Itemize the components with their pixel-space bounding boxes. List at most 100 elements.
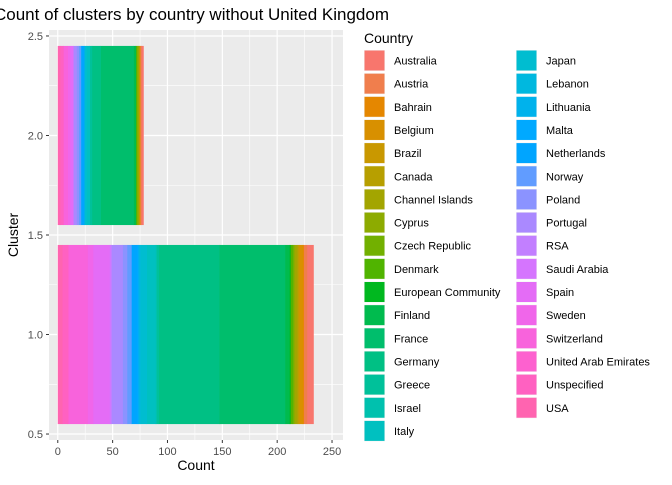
legend-label: Bahrain xyxy=(394,102,432,114)
legend-label: Finland xyxy=(394,310,430,322)
legend-item: Netherlands xyxy=(516,142,606,164)
bar-segment xyxy=(84,45,87,226)
legend-label: Sweden xyxy=(546,310,586,322)
bar-segment xyxy=(133,45,137,226)
bar-segment xyxy=(67,45,71,226)
legend-item: Finland xyxy=(364,304,430,326)
bar-segment xyxy=(80,45,85,226)
legend-label: Lebanon xyxy=(546,79,589,91)
bar-segment xyxy=(100,45,134,226)
legend-swatch xyxy=(364,189,385,210)
bar-segment xyxy=(109,244,111,425)
bar-segment xyxy=(62,244,69,425)
bar-segment xyxy=(138,45,141,226)
y-axis: 0.5 1.0 1.5 2.0 2.5 xyxy=(28,31,49,441)
legend-item: Portugal xyxy=(516,212,587,234)
legend-item: Cyprus xyxy=(364,212,429,234)
y-tick-label: 2.5 xyxy=(28,31,43,43)
bar-segment xyxy=(138,244,141,425)
bar-segment xyxy=(140,244,148,425)
legend-label: Spain xyxy=(546,287,574,299)
legend-swatch xyxy=(364,166,385,187)
bar-segment xyxy=(294,244,298,425)
legend-label: Israel xyxy=(394,403,421,415)
bar-segment xyxy=(158,244,220,425)
bar-segment xyxy=(67,244,70,425)
legend-label: Germany xyxy=(394,356,440,368)
y-tick-label: 0.5 xyxy=(28,429,43,441)
x-tick-label: 50 xyxy=(107,446,119,458)
legend-label: Denmark xyxy=(394,264,439,276)
legend-label: Lithuania xyxy=(546,102,592,114)
legend-item: Switzerland xyxy=(516,327,603,349)
legend-item: Lithuania xyxy=(516,96,592,118)
bar-segment xyxy=(131,244,138,425)
bar-segment xyxy=(73,45,77,226)
bar-segment xyxy=(156,244,160,425)
bar-segment xyxy=(126,244,132,425)
bar-segment xyxy=(135,45,138,226)
bar-segment xyxy=(63,45,69,226)
legend-item: Czech Republic xyxy=(364,235,472,257)
bar-segment xyxy=(91,45,101,226)
x-tick-label: 150 xyxy=(213,446,231,458)
legend-label: Unspecified xyxy=(546,380,603,392)
legend-swatch xyxy=(516,374,537,395)
chart-title: Count of clusters by country without Uni… xyxy=(0,5,389,24)
x-tick-label: 200 xyxy=(268,446,286,458)
bar-segment xyxy=(293,244,296,425)
legend-title: Country xyxy=(364,30,413,46)
bar-segment xyxy=(296,244,299,425)
bar-segment xyxy=(57,45,61,226)
legend-item: Bahrain xyxy=(364,96,432,118)
bar-segment xyxy=(155,244,157,425)
legend-swatch xyxy=(364,50,385,71)
bar-segment xyxy=(59,45,64,226)
legend-swatch xyxy=(364,96,385,117)
legend-item: Canada xyxy=(364,165,433,187)
bar-segment xyxy=(284,244,290,425)
bar-segment xyxy=(292,244,295,425)
legend-swatch xyxy=(364,212,385,233)
legend-swatch xyxy=(364,258,385,279)
legend-swatch xyxy=(364,282,385,302)
legend-item: Brazil xyxy=(364,142,422,164)
legend-label: Belgium xyxy=(394,125,434,137)
legend-item: Denmark xyxy=(364,258,439,280)
legend-swatch xyxy=(516,235,537,256)
legend-label: Portugal xyxy=(546,218,587,230)
y-tick-label: 1.5 xyxy=(28,230,43,242)
legend-label: Saudi Arabia xyxy=(546,264,609,276)
legend-label: France xyxy=(394,333,428,345)
bar-segment xyxy=(290,244,293,425)
legend-item: Poland xyxy=(516,188,580,210)
legend-label: Brazil xyxy=(394,148,422,160)
bar-segment xyxy=(76,45,80,226)
bar-segment xyxy=(69,45,74,226)
legend-label: Poland xyxy=(546,194,580,206)
x-axis-title: Count xyxy=(177,457,214,473)
y-axis-title: Cluster xyxy=(5,212,21,257)
legend-swatch xyxy=(516,282,537,302)
legend-swatch xyxy=(516,351,537,372)
legend-label: RSA xyxy=(546,241,569,253)
bar-segment xyxy=(289,244,291,425)
bar-segment xyxy=(136,244,139,425)
x-tick-label: 100 xyxy=(158,446,176,458)
legend-swatch xyxy=(516,119,537,140)
legend-swatch xyxy=(364,328,385,349)
legend-item: Norway xyxy=(516,165,584,187)
legend-item: United Arab Emirates xyxy=(516,350,650,372)
legend-swatch xyxy=(516,258,537,279)
x-tick-label: 0 xyxy=(55,446,61,458)
legend: Country Australia Austria Bahrain Belgium Br… xyxy=(364,30,650,442)
legend-label: Greece xyxy=(394,380,430,392)
y-tick-label: 1.0 xyxy=(28,330,43,342)
legend-item: Spain xyxy=(516,281,574,303)
legend-item: Channel Islands xyxy=(364,188,473,210)
legend-swatch xyxy=(516,397,537,418)
legend-item: USA xyxy=(516,397,569,419)
bar-segment xyxy=(141,45,144,226)
bar-segment xyxy=(122,244,128,425)
